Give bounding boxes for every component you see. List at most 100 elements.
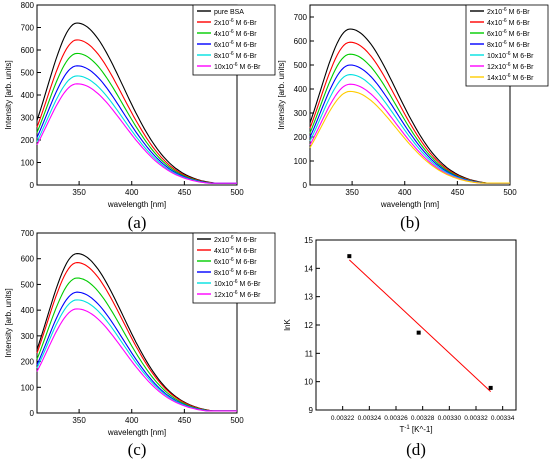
- panel-label-4: (d): [406, 440, 426, 459]
- y-tick-label: 0: [30, 409, 35, 418]
- y-tick-label: 200: [21, 358, 35, 367]
- x-tick-label: 350: [72, 188, 86, 197]
- series-line-7: [309, 90, 510, 184]
- series-line-4: [36, 65, 237, 184]
- y-tick-label: 500: [21, 69, 35, 78]
- x-tick-label: 0.00332: [464, 415, 488, 422]
- legend-box: [192, 232, 276, 304]
- x-tick-label: 500: [503, 188, 517, 197]
- data-point-3: [488, 385, 493, 390]
- x-tick-label: 500: [230, 188, 244, 197]
- series-line-5: [36, 75, 237, 184]
- legend-label-5: 8x10-6 M 6-Br: [214, 51, 257, 60]
- y-tick-label: 10: [304, 378, 313, 387]
- y-tick-label: 100: [21, 159, 35, 168]
- plot-frame: [36, 232, 238, 414]
- panel-label-1: (a): [128, 213, 147, 232]
- y-tick-label: 0: [303, 181, 308, 190]
- data-point-1: [347, 254, 352, 259]
- legend-label-3: 4x10-6 M 6-Br: [214, 29, 257, 38]
- series-line-4: [36, 291, 237, 412]
- chart-panel-4: 9 10 11 12 13 14 15 0.00322 0.00324 0.00326 0.0032…: [283, 236, 517, 459]
- y-tick-label: 12: [304, 321, 313, 330]
- x-tick-label: 450: [178, 188, 192, 197]
- legend-label-2: 2x10-6 M 6-Br: [214, 18, 257, 27]
- y-tick-label: 0: [30, 181, 35, 190]
- legend-label-7: 14x10-6 M 6-Br: [487, 73, 534, 82]
- legend-label-1: 2x10-6 M 6-Br: [214, 235, 257, 244]
- y-tick-label: 11: [305, 349, 314, 358]
- y-tick-label: 9: [309, 406, 314, 415]
- y-axis-label: Intensity [arb. units]: [4, 60, 13, 129]
- y-tick-label: 100: [294, 157, 308, 166]
- legend-label-1: pure BSA: [214, 9, 244, 16]
- y-tick-label: 14: [304, 264, 313, 273]
- x-tick-label: 0.00326: [384, 415, 408, 422]
- y-tick-label: 700: [21, 24, 35, 33]
- y-tick-label: 13: [304, 293, 313, 302]
- y-axis-label: Intensity [arb. units]: [4, 288, 13, 357]
- y-tick-label: 800: [21, 1, 35, 10]
- y-tick-label: 600: [21, 255, 35, 264]
- y-axis-label: lnK: [283, 319, 292, 331]
- x-tick-label: 450: [178, 416, 192, 425]
- y-tick-label: 100: [21, 383, 35, 392]
- y-tick-label: 700: [294, 13, 308, 22]
- plot-frame: [309, 4, 511, 186]
- legend-label-2: 4x10-6 M 6-Br: [214, 246, 257, 255]
- legend-label-5: 10x10-6 M 6-Br: [487, 51, 534, 60]
- legend-label-6: 12x10-6 M 6-Br: [214, 290, 261, 299]
- y-tick-label: 15: [304, 236, 313, 245]
- series-line-6: [36, 83, 237, 184]
- x-tick-label: 0.00328: [411, 415, 435, 422]
- x-tick-label: 350: [72, 416, 86, 425]
- panel-label-2: (b): [400, 213, 420, 232]
- x-tick-label: 350: [345, 188, 359, 197]
- x-tick-label: 0.00330: [438, 415, 462, 422]
- chart-panel-2: 0 100 200 300 400 500 600 700 350 400 450 500 wavele…: [277, 4, 549, 232]
- x-axis-label: wavelength [nm]: [107, 428, 166, 437]
- legend-label-4: 8x10-6 M 6-Br: [487, 40, 530, 49]
- x-tick-label: 400: [398, 188, 412, 197]
- legend-label-3: 6x10-6 M 6-Br: [214, 257, 257, 266]
- legend-label-5: 10x10-6 M 6-Br: [214, 279, 261, 288]
- x-tick-label: 450: [451, 188, 465, 197]
- x-tick-label: 400: [125, 416, 139, 425]
- x-axis-label: wavelength [nm]: [107, 200, 166, 209]
- x-tick-label: 0.00322: [331, 415, 355, 422]
- legend-label-1: 2x10-6 M 6-Br: [487, 7, 530, 16]
- y-tick-label: 500: [21, 280, 35, 289]
- chart-panel-3: 0 100 200 300 400 500 600 700 350 400 450 500 wavele…: [4, 229, 276, 459]
- x-axis-label: T-1 [K^-1]: [399, 425, 432, 434]
- legend-label-3: 6x10-6 M 6-Br: [487, 29, 530, 38]
- y-tick-label: 600: [21, 46, 35, 55]
- x-axis-label: wavelength [nm]: [380, 200, 439, 209]
- y-tick-label: 300: [21, 114, 35, 123]
- legend-label-4: 8x10-6 M 6-Br: [214, 268, 257, 277]
- data-point-2: [416, 330, 421, 335]
- panel-label-3: (c): [128, 440, 147, 459]
- series-line-6: [36, 308, 237, 412]
- fit-line: [348, 259, 492, 392]
- x-tick-label: 0.00334: [491, 415, 515, 422]
- y-tick-label: 200: [21, 136, 35, 145]
- x-tick-label: 0.00324: [358, 415, 382, 422]
- y-tick-label: 500: [294, 61, 308, 70]
- y-tick-label: 600: [294, 37, 308, 46]
- legend-label-6: 10x10-6 M 6-Br: [214, 62, 261, 71]
- x-tick-label: 500: [230, 416, 244, 425]
- y-axis-label: Intensity [arb. units]: [277, 60, 286, 129]
- y-tick-label: 400: [294, 85, 308, 94]
- plot-frame: [315, 239, 517, 411]
- y-tick-label: 400: [21, 91, 35, 100]
- legend-label-6: 12x10-6 M 6-Br: [487, 62, 534, 71]
- chart-panel-1: 0 100 200 300 400 500 600 700 800 350 400 450 500 wav…: [4, 1, 276, 232]
- legend-box: [465, 4, 549, 87]
- legend-label-2: 4x10-6 M 6-Br: [487, 18, 530, 27]
- y-tick-label: 300: [21, 332, 35, 341]
- legend-label-4: 6x10-6 M 6-Br: [214, 40, 257, 49]
- y-tick-label: 200: [294, 133, 308, 142]
- y-tick-label: 300: [294, 109, 308, 118]
- x-tick-label: 400: [125, 188, 139, 197]
